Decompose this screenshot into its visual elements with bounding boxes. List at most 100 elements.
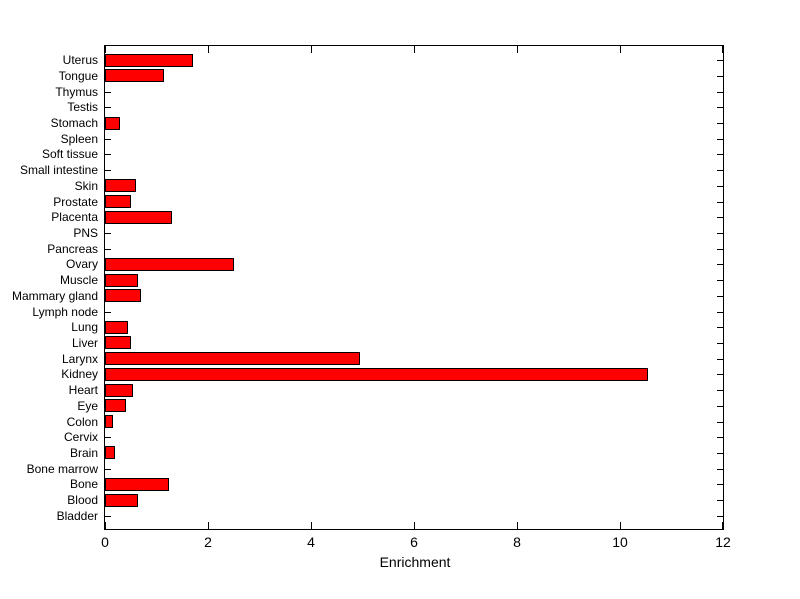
x-tick-label: 8 <box>513 534 521 550</box>
y-tick-right <box>717 468 723 470</box>
category-label: Heart <box>68 383 98 398</box>
category-label: Placenta <box>51 210 98 225</box>
category-label: Cervix <box>63 430 98 445</box>
bar <box>105 383 134 397</box>
x-tick-top <box>311 46 312 53</box>
x-tick-bottom <box>311 522 312 529</box>
y-tick-right <box>717 185 723 187</box>
y-tick-left <box>105 138 111 140</box>
y-tick-right <box>717 170 723 172</box>
category-label: Ovary <box>65 257 98 272</box>
y-tick-right <box>717 138 723 140</box>
x-tick-label: 2 <box>204 534 212 550</box>
y-tick-right <box>717 421 723 423</box>
y-tick-right <box>717 390 723 392</box>
category-label: Stomach <box>50 116 98 131</box>
y-tick-left <box>105 107 111 109</box>
x-tick-label: 0 <box>101 534 109 550</box>
category-label: Eye <box>77 398 98 413</box>
y-tick-left <box>105 515 111 517</box>
x-tick-top <box>105 46 106 53</box>
bar <box>105 367 649 381</box>
category-label: Lymph node <box>32 304 98 319</box>
y-tick-left <box>105 154 111 156</box>
x-tick-top <box>620 46 621 53</box>
y-tick-left <box>105 468 111 470</box>
category-label: Thymus <box>55 84 98 99</box>
bar <box>105 195 131 209</box>
bar <box>105 69 165 83</box>
y-tick-right <box>717 217 723 219</box>
x-tick-bottom <box>414 522 415 529</box>
y-tick-right <box>717 405 723 407</box>
bar <box>105 179 136 193</box>
bar <box>105 336 131 350</box>
category-label: Liver <box>71 335 98 350</box>
y-tick-right <box>717 107 723 109</box>
bar <box>105 446 116 460</box>
bar <box>105 53 193 67</box>
y-tick-right <box>717 123 723 125</box>
x-tick-bottom <box>620 522 621 529</box>
category-label: Kidney <box>61 367 98 382</box>
y-tick-right <box>717 374 723 376</box>
y-tick-right <box>717 248 723 250</box>
category-label: Blood <box>67 493 98 508</box>
x-axis-label: Enrichment <box>379 554 451 570</box>
category-label: Soft tissue <box>41 147 98 162</box>
category-label: Spleen <box>60 131 98 146</box>
category-label: Lung <box>71 320 98 335</box>
y-tick-right <box>717 60 723 62</box>
y-tick-left <box>105 233 111 234</box>
y-tick-left <box>105 170 111 172</box>
category-label: Tongue <box>58 68 98 83</box>
y-tick-right <box>717 327 723 329</box>
y-tick-right <box>717 500 723 502</box>
y-tick-right <box>717 264 723 266</box>
y-tick-right <box>717 233 723 234</box>
category-label: Colon <box>66 414 98 429</box>
x-tick-top <box>414 46 415 53</box>
bar <box>105 289 142 303</box>
x-tick-label: 4 <box>307 534 315 550</box>
y-tick-right <box>717 358 723 360</box>
bar <box>105 320 129 334</box>
y-tick-right <box>717 280 723 282</box>
x-tick-label: 6 <box>410 534 418 550</box>
category-label: Muscle <box>59 273 98 288</box>
category-label: Bladder <box>56 508 98 523</box>
y-tick-right <box>717 201 723 203</box>
y-tick-right <box>717 295 723 297</box>
category-label: PNS <box>73 226 98 240</box>
bar <box>105 116 121 130</box>
x-tick-bottom <box>208 522 209 529</box>
category-label: Uterus <box>62 53 98 68</box>
plot-area <box>104 45 724 530</box>
bar <box>105 477 170 491</box>
y-tick-right <box>717 75 723 77</box>
y-tick-right <box>717 515 723 517</box>
y-tick-left <box>105 91 111 93</box>
x-tick-top <box>517 46 518 53</box>
x-tick-label: 10 <box>612 534 628 550</box>
y-tick-left <box>105 437 111 439</box>
y-tick-right <box>717 154 723 156</box>
y-tick-right <box>717 91 723 93</box>
y-tick-right <box>717 452 723 454</box>
category-label: Brain <box>69 445 98 460</box>
category-label: Larynx <box>61 351 98 366</box>
category-label: Small intestine <box>19 163 98 178</box>
y-tick-right <box>717 311 723 313</box>
x-tick-top <box>722 46 723 53</box>
bar <box>105 399 126 413</box>
category-label: Mammary gland <box>11 288 98 303</box>
x-tick-label: 12 <box>715 534 731 550</box>
bar <box>105 273 139 287</box>
x-tick-bottom <box>722 522 723 529</box>
bar <box>105 415 113 429</box>
x-tick-bottom <box>517 522 518 529</box>
x-tick-top <box>208 46 209 53</box>
category-label: Testis <box>67 100 98 115</box>
category-label: Skin <box>74 178 98 193</box>
